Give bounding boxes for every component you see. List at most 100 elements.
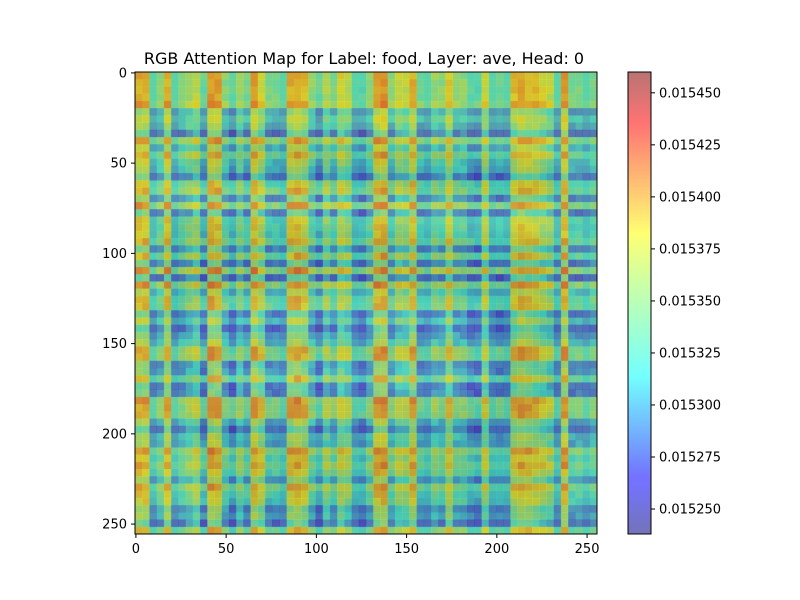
heatmap-cell — [301, 425, 309, 434]
heatmap-cell — [495, 490, 504, 499]
heatmap-cell — [474, 526, 482, 534]
heatmap-cell — [553, 238, 562, 246]
heatmap-cell — [185, 396, 194, 405]
heatmap-cell — [452, 108, 461, 116]
heatmap-cell — [163, 266, 172, 275]
heatmap-cell — [250, 367, 259, 376]
heatmap-cell — [322, 187, 331, 196]
heatmap-cell — [445, 310, 454, 318]
heatmap-cell — [532, 266, 540, 275]
heatmap-cell — [228, 353, 237, 362]
heatmap-cell — [344, 187, 352, 196]
heatmap-cell — [366, 432, 374, 441]
heatmap-cell — [221, 490, 230, 499]
heatmap-cell — [582, 252, 591, 261]
heatmap-cell — [503, 245, 511, 253]
heatmap-cell — [524, 266, 533, 275]
heatmap-cell — [257, 526, 266, 534]
heatmap-cell — [135, 339, 143, 347]
heatmap-cell — [257, 209, 266, 217]
heatmap-cell — [279, 230, 287, 239]
heatmap-cell — [293, 223, 302, 232]
heatmap-cell — [163, 476, 172, 484]
heatmap-cell — [459, 505, 468, 513]
heatmap-cell — [366, 324, 374, 333]
heatmap-cell — [199, 512, 208, 520]
heatmap-cell — [199, 79, 208, 87]
heatmap-cell — [568, 367, 576, 376]
heatmap-cell — [308, 324, 316, 333]
heatmap-cell — [221, 187, 230, 196]
heatmap-cell — [272, 432, 280, 441]
heatmap-cell — [171, 281, 179, 289]
heatmap-cell — [156, 151, 165, 160]
heatmap-cell — [185, 404, 194, 412]
heatmap-cell — [214, 339, 223, 347]
heatmap-cell — [351, 490, 360, 499]
heatmap-cell — [301, 526, 309, 534]
heatmap-cell — [560, 115, 569, 123]
heatmap-cell — [416, 72, 425, 80]
heatmap-cell — [416, 526, 425, 534]
heatmap-cell — [394, 93, 403, 102]
heatmap-cell — [185, 180, 194, 188]
heatmap-cell — [264, 151, 273, 160]
heatmap-cell — [394, 461, 403, 470]
heatmap-cell — [308, 469, 316, 477]
heatmap-cell — [373, 382, 381, 391]
heatmap-cell — [171, 375, 179, 383]
heatmap-cell — [315, 346, 324, 354]
heatmap-cell — [488, 389, 497, 398]
heatmap-cell — [366, 180, 374, 188]
heatmap-cell — [546, 317, 555, 326]
heatmap-cell — [532, 151, 540, 160]
heatmap-cell — [524, 259, 533, 268]
heatmap-cell — [546, 454, 555, 463]
heatmap-cell — [423, 476, 432, 484]
heatmap-cell — [308, 490, 316, 499]
heatmap-cell — [308, 454, 316, 463]
heatmap-cell — [301, 194, 309, 203]
heatmap-cell — [214, 519, 223, 528]
heatmap-cell — [589, 216, 597, 224]
heatmap-cell — [315, 230, 324, 239]
heatmap-cell — [178, 396, 186, 405]
heatmap-cell — [488, 129, 497, 138]
heatmap-cell — [221, 519, 230, 528]
heatmap-cell — [272, 259, 280, 268]
heatmap-cell — [568, 230, 576, 239]
heatmap-cell — [430, 187, 439, 196]
heatmap-cell — [568, 469, 576, 477]
heatmap-cell — [423, 447, 432, 455]
heatmap-cell — [185, 483, 194, 492]
heatmap-cell — [236, 331, 244, 340]
heatmap-cell — [243, 324, 251, 333]
heatmap-cell — [228, 201, 237, 210]
heatmap-cell — [445, 483, 454, 492]
heatmap-cell — [329, 158, 338, 167]
heatmap-cell — [488, 173, 497, 181]
heatmap-cell — [351, 173, 360, 181]
heatmap-cell — [279, 93, 287, 102]
heatmap-cell — [264, 396, 273, 405]
heatmap-cell — [337, 144, 345, 152]
heatmap-cell — [156, 259, 165, 268]
heatmap-cell — [560, 411, 569, 419]
heatmap-cell — [286, 122, 295, 131]
heatmap-cell — [459, 180, 468, 188]
heatmap-cell — [416, 360, 425, 369]
heatmap-cell — [236, 317, 244, 326]
attention-heatmap — [135, 72, 597, 534]
heatmap-cell — [344, 396, 352, 405]
heatmap-cell — [575, 201, 583, 210]
heatmap-cell — [344, 180, 352, 188]
heatmap-cell — [351, 476, 360, 484]
heatmap-cell — [337, 194, 345, 203]
heatmap-cell — [373, 173, 381, 181]
heatmap-cell — [192, 526, 201, 534]
heatmap-cell — [539, 324, 547, 333]
heatmap-cell — [243, 194, 251, 203]
heatmap-cell — [459, 86, 468, 95]
heatmap-cell — [575, 454, 583, 463]
heatmap-cell — [257, 238, 266, 246]
